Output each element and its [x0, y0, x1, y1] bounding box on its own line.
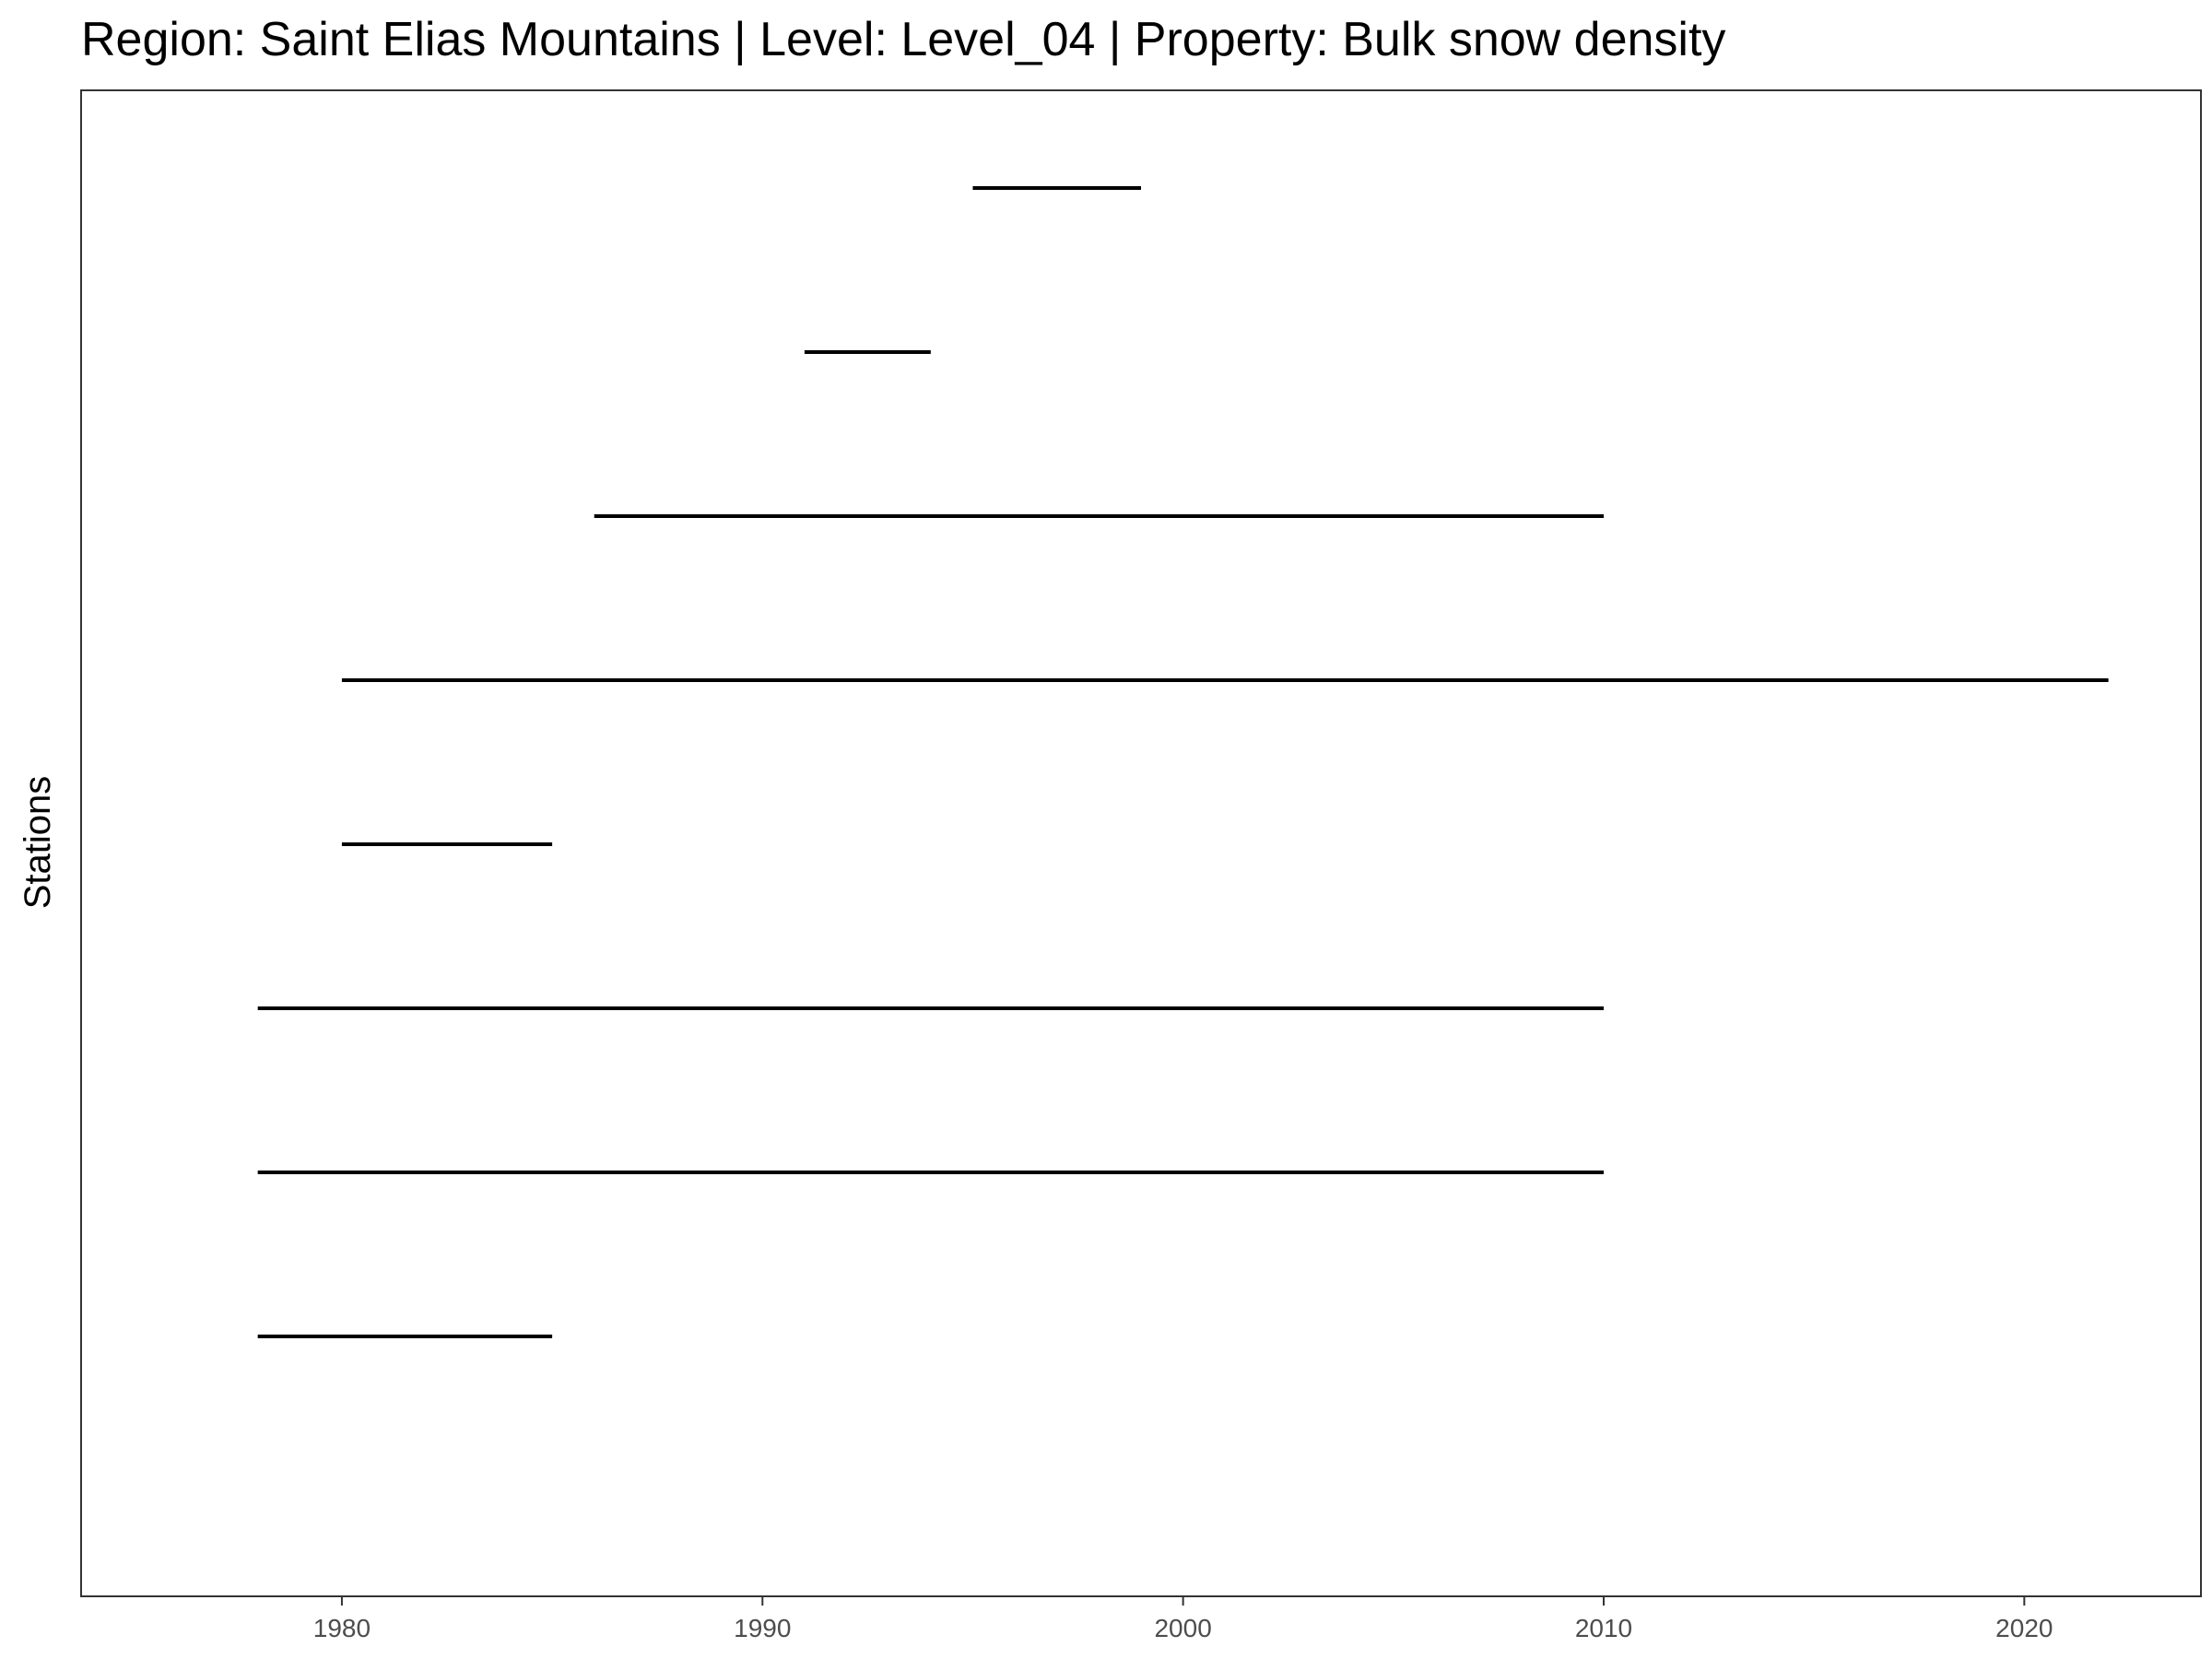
x-tick-label-1990: 1990 [734, 1614, 791, 1642]
chart-title: Region: Saint Elias Mountains | Level: L… [81, 13, 1725, 66]
x-axis-ticks: 1980 1990 2000 2010 2020 [313, 1596, 2053, 1642]
plot-panel [80, 89, 2202, 1597]
x-tick-label-2020: 2020 [1995, 1614, 2053, 1642]
x-tick-label-2010: 2010 [1575, 1614, 1632, 1642]
x-tick-label-2000: 2000 [1154, 1614, 1211, 1642]
station-segments [257, 186, 2109, 1338]
x-tick-label-1980: 1980 [313, 1614, 371, 1642]
y-axis-label: Stations [18, 776, 58, 910]
